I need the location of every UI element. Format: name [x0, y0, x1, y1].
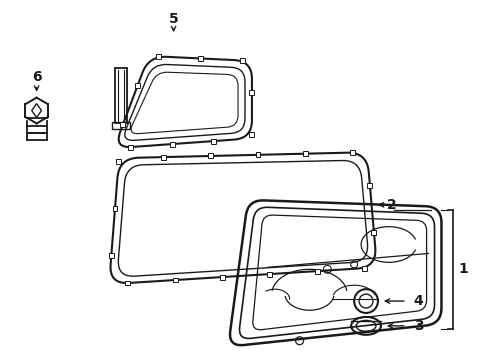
Bar — [211, 139, 216, 144]
Bar — [239, 58, 244, 63]
Bar — [198, 56, 203, 61]
Text: 6: 6 — [32, 70, 41, 84]
Bar — [128, 145, 133, 149]
Bar — [114, 68, 127, 123]
Bar — [172, 278, 178, 283]
Bar — [361, 266, 366, 271]
Bar — [111, 122, 130, 129]
Bar — [156, 54, 161, 59]
Bar — [249, 90, 254, 95]
Bar — [109, 253, 114, 258]
Bar — [349, 150, 355, 155]
Bar — [314, 269, 319, 274]
Bar — [249, 132, 254, 137]
Bar — [112, 206, 117, 211]
Bar — [116, 159, 121, 164]
Bar — [125, 280, 130, 285]
Bar — [255, 152, 260, 157]
Text: 1: 1 — [457, 262, 467, 276]
Bar — [135, 83, 140, 88]
Text: 2: 2 — [386, 198, 396, 212]
Bar — [371, 230, 376, 235]
Bar — [169, 141, 174, 147]
Bar — [302, 151, 307, 156]
Bar — [120, 122, 125, 127]
Bar — [267, 271, 272, 276]
Bar — [366, 183, 372, 188]
Text: 3: 3 — [413, 319, 423, 333]
Bar — [161, 155, 165, 159]
Text: 4: 4 — [413, 294, 423, 308]
Bar — [208, 153, 213, 158]
Bar — [220, 275, 224, 279]
Text: 5: 5 — [168, 12, 178, 26]
